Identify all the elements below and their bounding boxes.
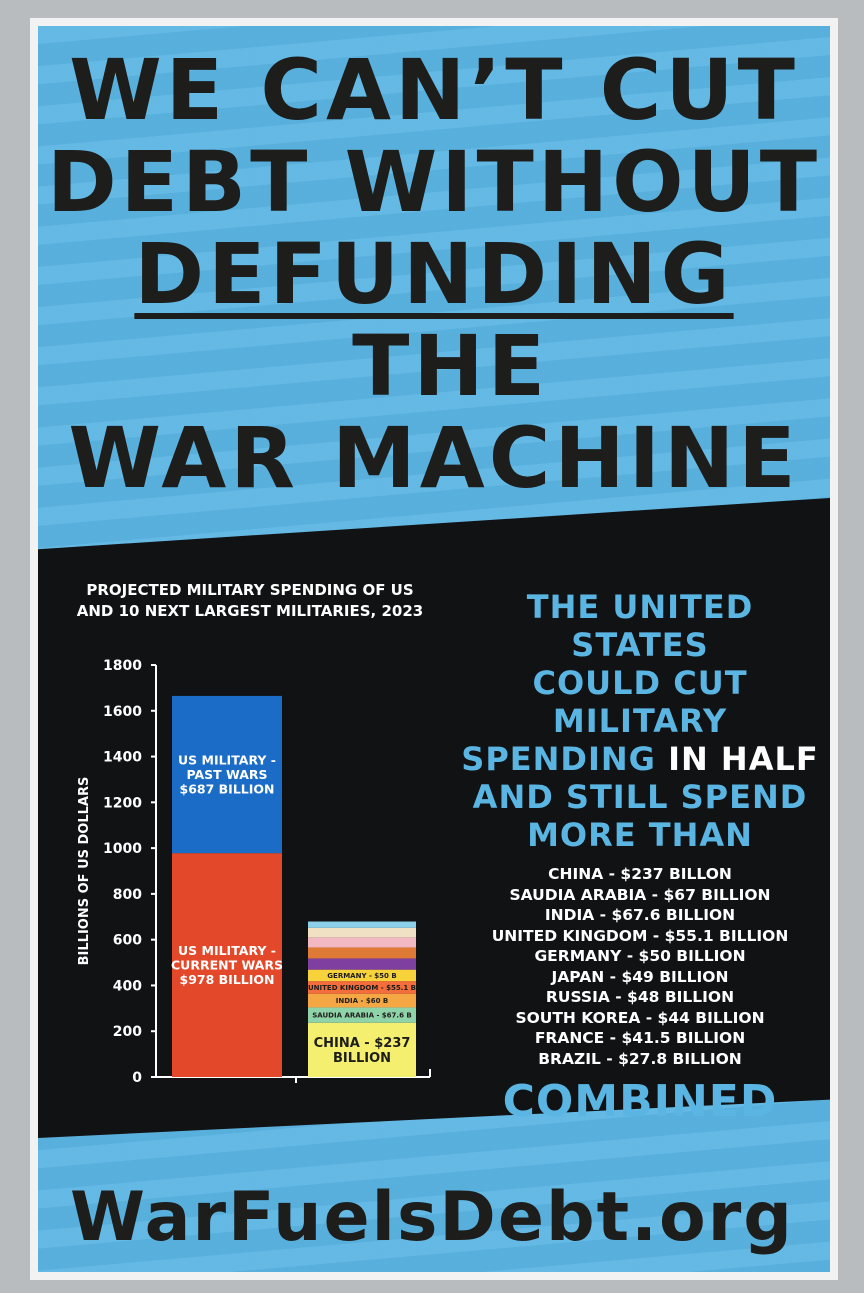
bar-segment (308, 993, 416, 1008)
country-list-item: BRAZIL - $27.8 BILLION (538, 1049, 742, 1068)
y-tick-label: 1200 (103, 795, 142, 811)
country-list-item: SAUDIA ARABIA - $67 BILLION (509, 885, 771, 904)
bar-segment (308, 981, 416, 994)
bar-segment-label: CHINA - $237 (314, 1036, 411, 1051)
bar-segment-label: UNITED KINGDOM - $55.1 B (308, 984, 416, 992)
bar-segment (308, 937, 416, 948)
combined-label: COMBINED (502, 1076, 778, 1127)
country-list-item: CHINA - $237 BILLON (548, 865, 732, 883)
headline-line-3-rest: THE (318, 317, 550, 415)
military-spending-chart: 0 200 400 600 800 1000 1200 1400 1600 1800 BILLION… (77, 658, 431, 1086)
claim-line-3: SPENDING IN HALF (455, 740, 825, 778)
headline-line-3: DEFUNDING THE (30, 228, 838, 412)
bar-segment-label: $978 BILLION (180, 972, 275, 987)
country-list-item: FRANCE - $41.5 BILLION (534, 1029, 746, 1047)
bar-segment (308, 969, 416, 982)
headline-line-2: DEBT WITHOUT (46, 133, 822, 231)
claim-block: THE UNITED STATES COULD CUT MILITARY SPE… (455, 588, 825, 1129)
bar-segment (308, 921, 416, 928)
bar-segment (172, 695, 282, 854)
country-list: CHINA - $237 BILLON SAUDIA ARABIA - $67 B… (455, 864, 825, 1069)
bar-segment (308, 1022, 416, 1077)
chart-title-line-1: PROJECTED MILITARY SPENDING OF US (86, 581, 414, 599)
y-tick-label: 0 (132, 1070, 142, 1086)
black-band (38, 498, 830, 1138)
claim-line-1: THE UNITED STATES (526, 588, 754, 664)
y-tick-label: 1800 (103, 658, 142, 674)
y-tick-label: 1400 (103, 750, 142, 766)
y-tick-label: 1000 (103, 841, 142, 857)
bar-segment (308, 927, 416, 938)
country-list-item: INDIA - $67.6 BILLION (544, 906, 736, 924)
bar-segment-label: INDIA - $60 B (336, 997, 388, 1005)
bar-segment-label: GERMANY - $50 B (327, 972, 396, 980)
bar-segment-label: PAST WARS (186, 767, 267, 782)
y-tick-label: 1600 (103, 704, 142, 720)
bar-segment (308, 958, 416, 970)
footer-url: WarFuelsDebt.org (70, 1178, 794, 1257)
claim-line-4: AND STILL SPEND (472, 778, 808, 816)
headline-line-1: WE CAN’T CUT (69, 41, 799, 139)
y-tick-label: 800 (113, 887, 142, 903)
bar-segment (308, 1007, 416, 1023)
y-tick-label: 400 (113, 978, 142, 994)
bar-segment (172, 853, 282, 1077)
bar-segment-label: US MILITARY - (178, 753, 276, 768)
bar-segment-label: CURRENT WARS (171, 957, 283, 972)
country-list-item: UNITED KINGDOM - $55.1 BILLION (491, 926, 789, 945)
headline-line-4: WAR MACHINE (68, 409, 800, 507)
claim-line-3-blue: SPENDING (461, 740, 669, 778)
bar-segment-label: $687 BILLION (180, 781, 275, 796)
claim-line-3-white: IN HALF (668, 740, 819, 778)
headline-underlined-word: DEFUNDING (134, 225, 734, 323)
claim-line-2: COULD CUT MILITARY (532, 664, 748, 740)
bar-segment-label: BILLION (333, 1051, 391, 1066)
y-axis-title: BILLIONS OF US DOLLARS (77, 777, 92, 966)
country-list-item: SOUTH KOREA - $44 BILLION (515, 1008, 765, 1027)
headline: WE CAN’T CUT DEBT WITHOUT DEFUNDING THE … (30, 44, 838, 504)
chart-title: PROJECTED MILITARY SPENDING OF US AND 10… (60, 580, 440, 622)
country-list-item: RUSSIA - $48 BILLION (545, 988, 735, 1006)
country-list-item: GERMANY - $50 BILLION (534, 947, 746, 965)
bar-segment-label: US MILITARY - (178, 943, 276, 958)
bar-segment (308, 947, 416, 959)
y-tick-label: 600 (113, 933, 142, 949)
bar-segment-label: SAUDIA ARABIA - $67.6 B (312, 1012, 411, 1020)
y-tick-label: 200 (113, 1024, 142, 1040)
claim-line-5: MORE THAN (527, 816, 753, 854)
country-list-item: JAPAN - $49 BILLION (551, 967, 729, 986)
chart-title-line-2: AND 10 NEXT LARGEST MILITARIES, 2023 (76, 602, 424, 620)
